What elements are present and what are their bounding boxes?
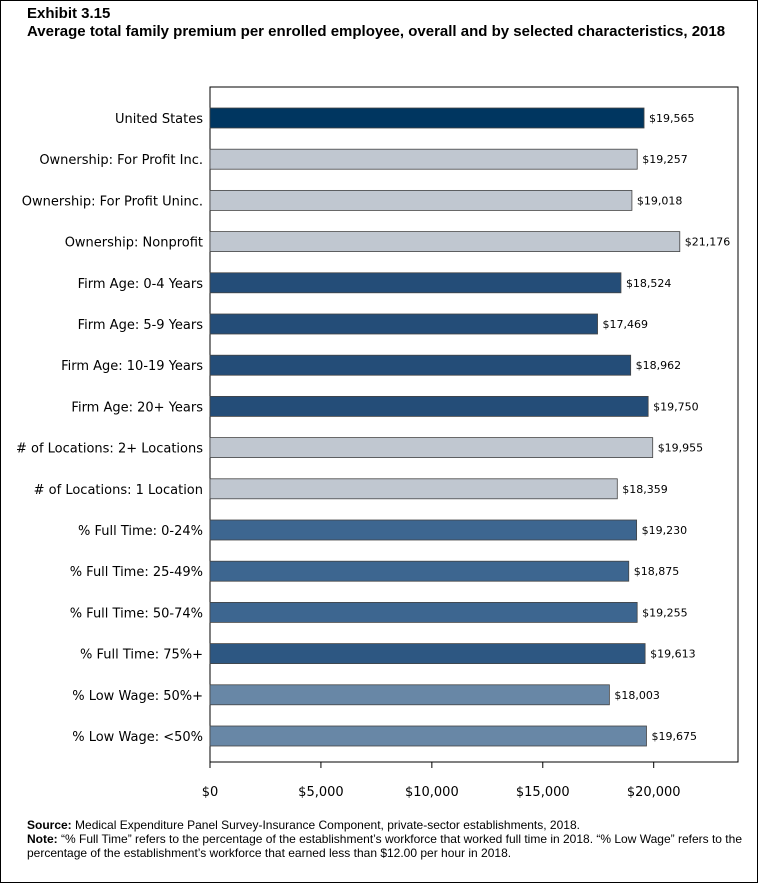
x-tick-label: $20,000 [627, 785, 681, 800]
category-labels: United States Ownership: For Profit Inc. O… [16, 112, 203, 745]
value-label: $19,257 [642, 153, 688, 166]
value-label: $19,018 [637, 194, 683, 207]
category-label: % Low Wage: 50%+ [72, 689, 203, 704]
bar-12 [209, 602, 638, 623]
x-axis: $0 $5,000 $10,000 $15,000 $20,000 [202, 762, 681, 800]
x-tick-label: $10,000 [405, 785, 459, 800]
source-text: Medical Expenditure Panel Survey-Insuran… [75, 818, 580, 832]
value-label: $19,613 [650, 648, 696, 661]
bar-0 [209, 107, 645, 129]
category-label: Firm Age: 0-4 Years [78, 277, 204, 292]
category-label: % Full Time: 75%+ [80, 648, 203, 663]
bar-8 [209, 437, 654, 459]
note-text: “% Full Time” refers to the percentage o… [27, 832, 742, 860]
value-label: $18,962 [636, 359, 682, 372]
bar-7 [209, 395, 649, 417]
value-label: $17,469 [603, 318, 649, 331]
category-label: Firm Age: 5-9 Years [78, 318, 204, 333]
category-label: % Full Time: 25-49% [70, 565, 203, 580]
bar-15 [209, 725, 647, 747]
x-tick-label: $5,000 [298, 785, 344, 800]
note-label: Note: [27, 832, 58, 846]
bar-11 [209, 560, 630, 582]
chart-footer: Source: Medical Expenditure Panel Survey… [27, 818, 742, 860]
bar-14 [209, 684, 610, 706]
value-label: $19,750 [653, 400, 699, 413]
bar-6 [209, 354, 632, 376]
category-label: Firm Age: 10-19 Years [61, 359, 203, 374]
value-label: $18,524 [626, 277, 672, 290]
bar-5 [209, 313, 598, 335]
value-label: $19,255 [642, 606, 688, 619]
bar-3 [209, 231, 681, 253]
value-label: $19,230 [642, 524, 688, 537]
bars-group [209, 107, 681, 747]
bar-13 [209, 643, 646, 664]
bar-4 [209, 272, 622, 294]
value-label: $18,359 [622, 483, 668, 496]
category-label: Firm Age: 20+ Years [71, 400, 203, 415]
category-label: % Low Wage: <50% [72, 730, 203, 745]
chart-title: Average total family premium per enrolle… [27, 23, 726, 40]
source-label: Source: [27, 818, 72, 832]
category-label: Ownership: For Profit Uninc. [22, 194, 203, 209]
value-label: $18,875 [634, 565, 680, 578]
x-tick-label: $0 [202, 785, 219, 800]
category-label: Ownership: Nonprofit [65, 236, 203, 251]
exhibit-number: Exhibit 3.15 [27, 5, 111, 22]
bar-9 [209, 478, 618, 500]
value-label: $19,675 [651, 730, 697, 743]
category-label: % Full Time: 0-24% [78, 524, 203, 539]
bar-10 [209, 519, 638, 541]
x-tick-label: $15,000 [516, 785, 570, 800]
category-label: # of Locations: 2+ Locations [16, 442, 203, 457]
bar-1 [209, 148, 638, 170]
bar-chart: United States Ownership: For Profit Inc. O… [16, 86, 739, 800]
value-labels: $19,565 $19,257 $19,018 $21,176 $18,524 $17,4… [603, 112, 731, 743]
value-label: $21,176 [685, 236, 731, 249]
category-label: # of Locations: 1 Location [34, 483, 203, 498]
source-line: Source: Medical Expenditure Panel Survey… [27, 818, 742, 832]
note-line: Note: “% Full Time” refers to the percen… [27, 832, 742, 860]
plot-area [209, 86, 739, 763]
value-label: $19,565 [649, 112, 695, 125]
category-label: Ownership: For Profit Inc. [39, 153, 203, 168]
category-label: % Full Time: 50-74% [70, 606, 203, 621]
bar-2 [209, 189, 633, 211]
category-label: United States [115, 112, 203, 127]
value-label: $18,003 [614, 689, 660, 702]
value-label: $19,955 [658, 442, 704, 455]
